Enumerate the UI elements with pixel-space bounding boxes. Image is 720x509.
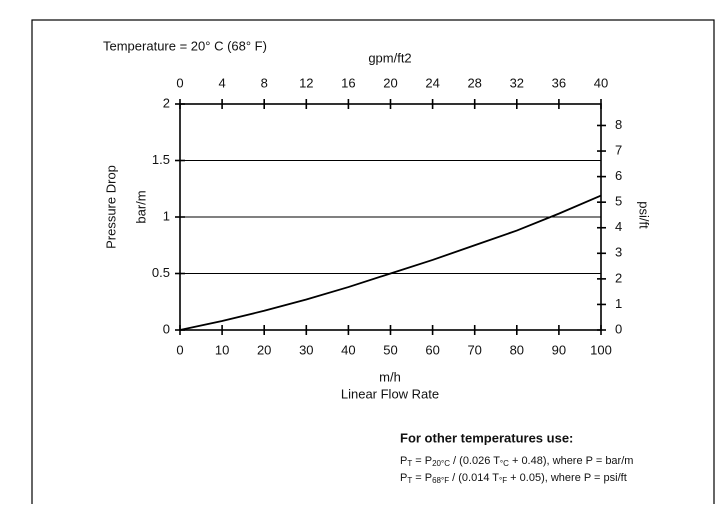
y2-tick-label: 7 — [615, 142, 622, 157]
y-tick-label: 0 — [163, 321, 170, 336]
formula-text: / (0.026 T — [450, 455, 500, 467]
y-axis-label: Pressure Drop — [103, 165, 118, 249]
y2-axis-label: psi/ft — [637, 201, 652, 229]
x-tick-label: 50 — [383, 342, 397, 357]
x-tick-label: 100 — [590, 342, 612, 357]
formula: PT = P20°C / (0.026 T°C + 0.48), where P… — [400, 455, 633, 468]
x2-tick-label: 24 — [425, 75, 439, 90]
x2-tick-label: 8 — [261, 75, 268, 90]
top-axis-label: gpm/ft2 — [368, 50, 411, 65]
formula-text: + 0.48), where P = bar/m — [509, 455, 634, 467]
formula-text: = P — [412, 472, 432, 484]
formula-subscript: 68°F — [432, 476, 449, 485]
x-tick-label: 20 — [257, 342, 271, 357]
x-tick-label: 40 — [341, 342, 355, 357]
x2-tick-label: 16 — [341, 75, 355, 90]
y-tick-label: 0.5 — [152, 265, 170, 280]
x-tick-label: 70 — [467, 342, 481, 357]
formula-subscript: °C — [500, 459, 509, 468]
y2-tick-label: 4 — [615, 219, 622, 234]
y-tick-label: 1 — [163, 208, 170, 223]
x2-tick-label: 4 — [218, 75, 225, 90]
x-tick-label: 30 — [299, 342, 313, 357]
y-tick-label: 2 — [163, 95, 170, 110]
y2-tick-label: 5 — [615, 194, 622, 209]
x2-tick-label: 12 — [299, 75, 313, 90]
formulas: PT = P20°C / (0.026 T°C + 0.48), where P… — [400, 455, 633, 485]
formula-subscript: 20°C — [432, 459, 450, 468]
data-line — [179, 194, 602, 331]
formula-heading: For other temperatures use: — [400, 430, 573, 445]
formula-subscript: T — [407, 476, 412, 485]
formula: PT = P68°F / (0.014 T°F + 0.05), where P… — [400, 472, 627, 485]
y2-tick-label: 8 — [615, 117, 622, 132]
y2-tick-label: 2 — [615, 270, 622, 285]
y-tick-label: 1.5 — [152, 152, 170, 167]
x-tick-label: 90 — [552, 342, 566, 357]
formula-text: P — [400, 472, 407, 484]
x2-tick-label: 32 — [510, 75, 524, 90]
formula-text: = P — [412, 455, 432, 467]
x2-tick-label: 0 — [176, 75, 183, 90]
y2-tick-label: 0 — [615, 321, 622, 336]
x-tick-label: 0 — [176, 342, 183, 357]
formula-text: / (0.014 T — [449, 472, 499, 484]
frame — [31, 19, 715, 509]
plot-border — [179, 103, 602, 331]
x-axis-unit: m/h — [379, 369, 401, 384]
x-tick-label: 80 — [510, 342, 524, 357]
formula-subscript: T — [407, 459, 412, 468]
x2-tick-label: 36 — [552, 75, 566, 90]
formula-text: + 0.05), where P = psi/ft — [507, 472, 627, 484]
formula-text: P — [400, 455, 407, 467]
y2-tick-label: 6 — [615, 168, 622, 183]
x2-tick-label: 20 — [383, 75, 397, 90]
x2-tick-label: 40 — [594, 75, 608, 90]
y2-tick-label: 1 — [615, 296, 622, 311]
x-axis-label: Linear Flow Rate — [341, 386, 439, 401]
temperature-note: Temperature = 20° C (68° F) — [103, 38, 267, 53]
x-tick-label: 10 — [215, 342, 229, 357]
formula-subscript: °F — [499, 476, 507, 485]
y2-tick-label: 3 — [615, 245, 622, 260]
x-tick-label: 60 — [425, 342, 439, 357]
y-axis-unit: bar/m — [133, 190, 148, 223]
x2-tick-label: 28 — [467, 75, 481, 90]
